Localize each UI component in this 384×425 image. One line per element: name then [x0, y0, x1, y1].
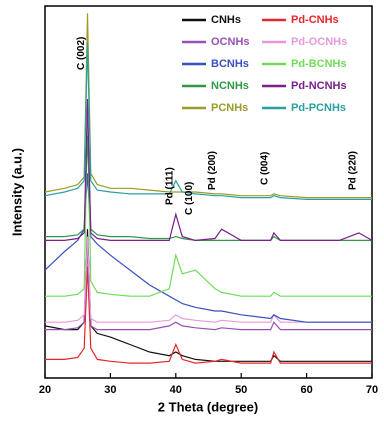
legend-label: BCNHs	[211, 58, 249, 70]
peak-label: Pd (220)	[348, 151, 359, 190]
legend-label: Pd-CNHs	[291, 14, 339, 26]
series-line	[45, 236, 372, 323]
legend-label: Pd-OCNHs	[291, 36, 347, 48]
series-line	[44, 13, 372, 199]
x-tick-label: 60	[300, 384, 312, 396]
x-tick-label: 40	[170, 384, 182, 396]
series-line	[45, 266, 372, 364]
legend-label: CNHs	[211, 14, 241, 26]
peak-label: C (100)	[184, 182, 195, 215]
legend-label: PCNHs	[211, 102, 248, 114]
x-tick-label: 20	[39, 384, 51, 396]
y-axis-label: Intensity (a.u.)	[9, 148, 24, 236]
x-tick-label: 50	[235, 384, 247, 396]
series-line	[44, 229, 372, 362]
legend-label: Pd-BCNHs	[291, 58, 347, 70]
series-line	[45, 117, 372, 297]
legend-label: Pd-PCNHs	[291, 102, 346, 114]
x-tick-label: 30	[104, 384, 116, 396]
legend-label: Pd-NCNHs	[291, 80, 347, 92]
legend-label: OCNHs	[211, 36, 250, 48]
series-line	[45, 98, 373, 242]
legend-label: NCNHs	[211, 80, 249, 92]
peak-label: C (002)	[76, 37, 87, 70]
series-line	[44, 43, 372, 200]
series-line	[45, 247, 372, 331]
peak-label: C (004)	[259, 152, 270, 185]
x-tick-label: 70	[366, 384, 378, 396]
peak-label: Pd (111)	[164, 167, 175, 205]
series-line	[44, 173, 372, 323]
peak-label: Pd (200)	[207, 151, 218, 190]
x-axis-label: 2 Theta (degree)	[158, 399, 258, 414]
